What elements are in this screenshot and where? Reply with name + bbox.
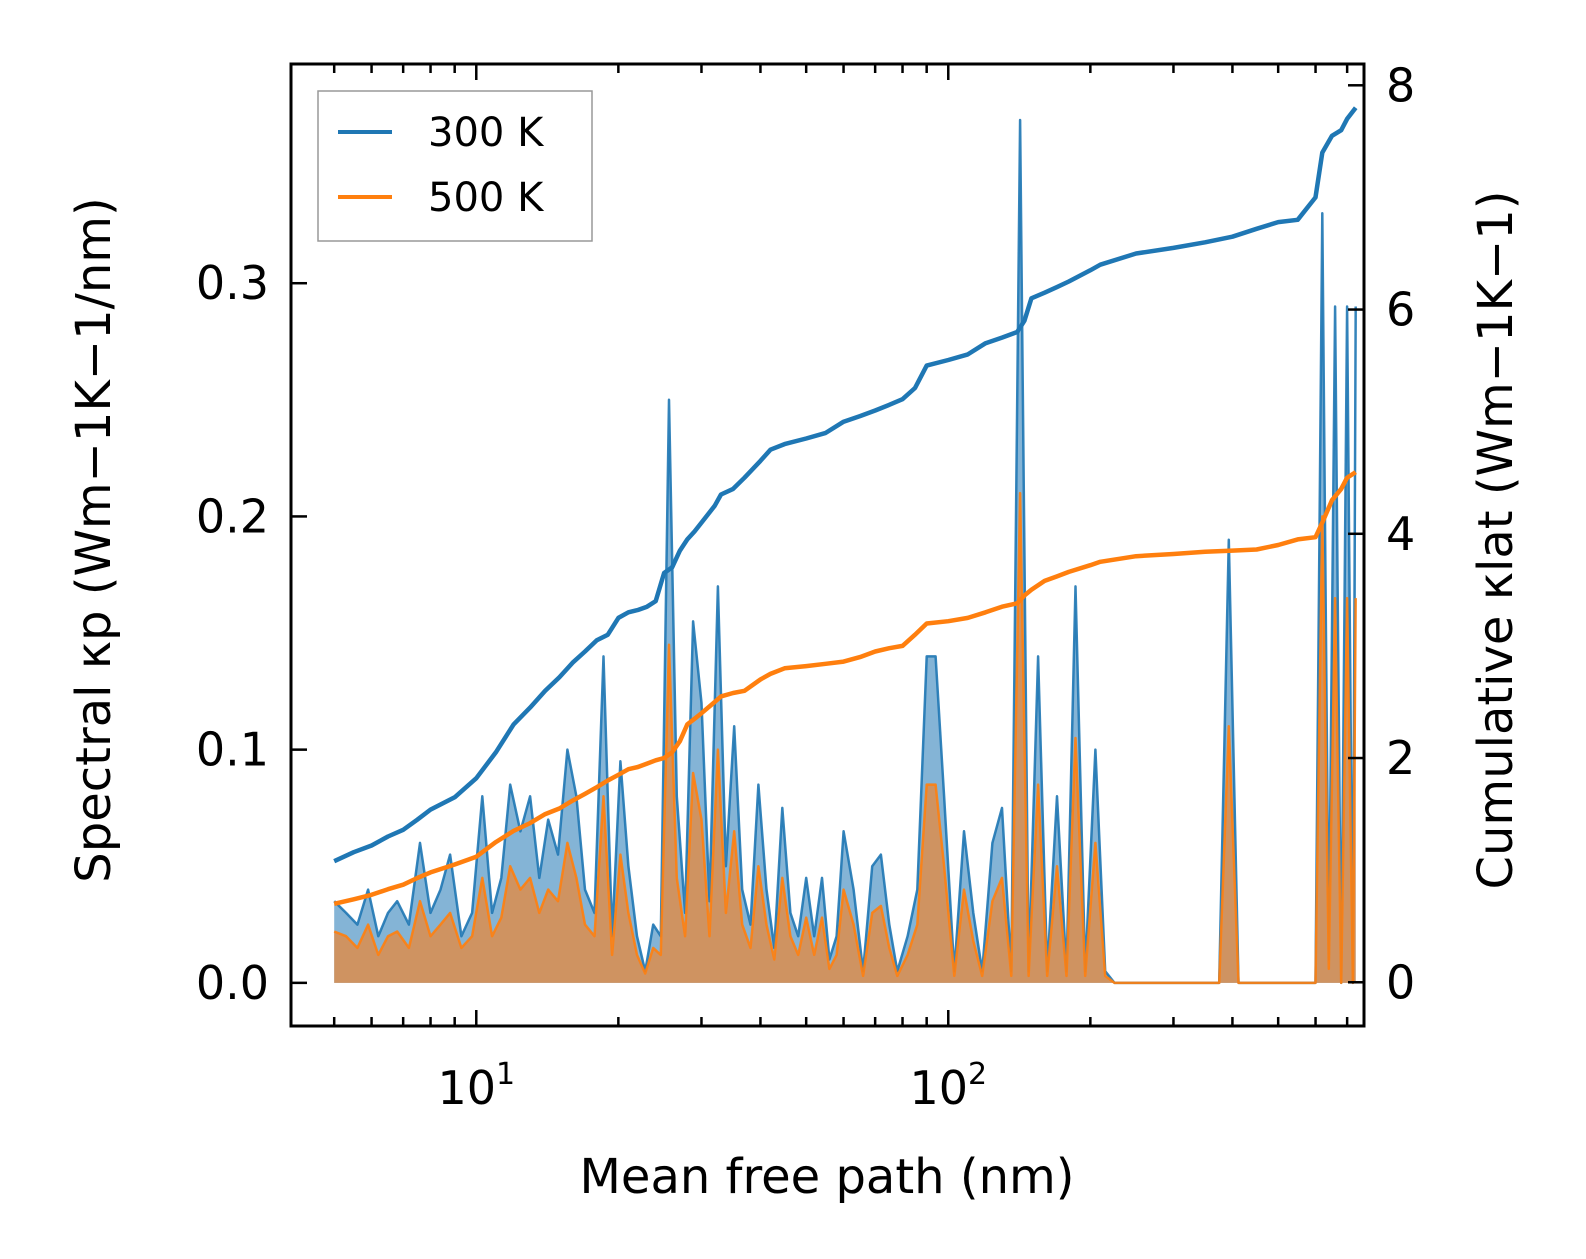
left-tick-label: 0.3 xyxy=(196,256,269,310)
legend: 300 K 500 K xyxy=(317,90,593,242)
right-tick-label: 0 xyxy=(1386,955,1415,1009)
spectral-line-500k xyxy=(333,491,1357,985)
right-tick-label: 2 xyxy=(1386,731,1415,785)
legend-label-500k: 500 K xyxy=(428,175,545,221)
x-tick-label-10-1: 101 xyxy=(437,1057,515,1115)
legend-box xyxy=(317,90,593,242)
left-tick-label: 0.0 xyxy=(196,956,269,1010)
x-tick-label-10-2: 102 xyxy=(909,1057,987,1115)
right-tick-label: 4 xyxy=(1386,507,1415,561)
cumulative-line-300k xyxy=(333,106,1358,864)
legend-label-300k: 300 K xyxy=(428,110,545,156)
plot-area xyxy=(333,106,1358,985)
cumulative-line-500k xyxy=(333,470,1357,906)
spectral-fill-500k xyxy=(334,493,1356,983)
right-tick-label: 8 xyxy=(1386,58,1415,112)
plot-frame xyxy=(289,62,1366,1028)
left-tick-label: 0.1 xyxy=(196,723,269,777)
left-axis-title: Spectral κp (Wm−1K−1/nm) xyxy=(66,197,122,882)
right-axis-title: Cumulative κlat (Wm−1K−1) xyxy=(1468,191,1524,890)
left-tick-label: 0.2 xyxy=(196,489,269,543)
axis-ticks xyxy=(291,64,1364,1026)
x-axis-title: Mean free path (nm) xyxy=(580,1149,1075,1205)
right-tick-label: 6 xyxy=(1386,283,1415,337)
